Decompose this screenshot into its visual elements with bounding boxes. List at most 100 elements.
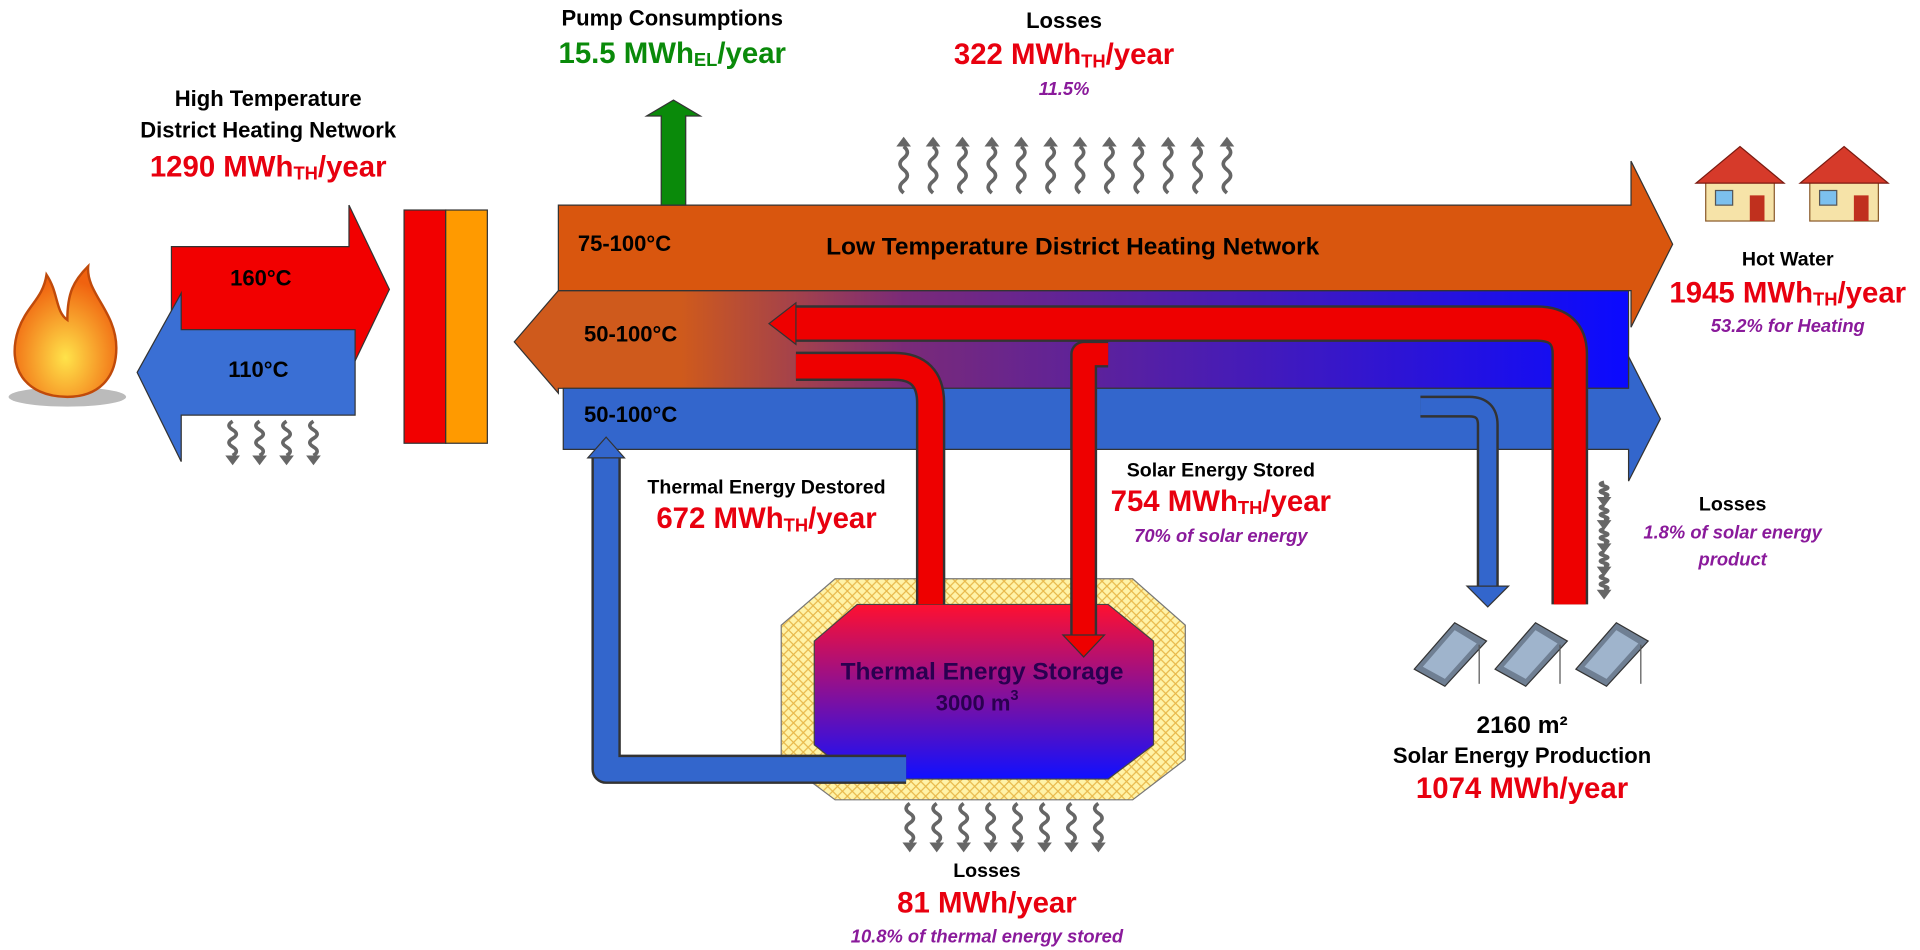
- unit-sub: TH: [784, 514, 808, 535]
- loss-arrow-head: [902, 842, 918, 853]
- blue-pipe-head: [586, 436, 626, 459]
- loss-arrow: [956, 145, 968, 195]
- value: 1290 MWhTH/year: [150, 150, 387, 183]
- value: 1945 MWhTH/year: [1669, 276, 1906, 309]
- solar-pipe: [795, 307, 1586, 605]
- charge-pipe-head: [1061, 634, 1106, 658]
- label: Thermal Energy Storage: [841, 658, 1124, 685]
- loss-arrow-head: [1219, 136, 1235, 147]
- unit-sub: TH: [1081, 50, 1105, 71]
- value: 754 MWh: [1111, 485, 1238, 518]
- value: 1290 MWh: [150, 150, 294, 183]
- loss-arrow-head: [1596, 566, 1612, 577]
- loss-arrow-head: [279, 455, 294, 466]
- unit-sub: TH: [1238, 497, 1262, 518]
- temperature: 50-100°C: [584, 402, 677, 427]
- loss-arrow: [931, 801, 943, 845]
- loss-arrow: [898, 145, 910, 195]
- blue-pipe: [593, 457, 907, 782]
- loss-arrow: [1045, 145, 1057, 195]
- loss-arrow-head: [225, 455, 240, 466]
- solar-panels: [1413, 621, 1650, 688]
- supply-band: [557, 160, 1674, 328]
- return-band: [562, 356, 1662, 482]
- loss-arrow: [1133, 145, 1145, 195]
- loss-arrow: [1192, 145, 1204, 195]
- volume-sup: 3: [1010, 688, 1018, 704]
- value: 81 MWh/year: [897, 887, 1077, 920]
- loss-arrow-head: [983, 842, 998, 853]
- exchanger-hot: [403, 209, 447, 444]
- value: 1945 MWh: [1669, 276, 1813, 309]
- loss-arrow-head: [1190, 136, 1205, 147]
- value: 15.5 MWh: [558, 37, 693, 70]
- label: Losses: [953, 860, 1021, 882]
- destore-pipe: [795, 354, 943, 605]
- house-window: [1714, 189, 1734, 206]
- loss-arrow-head: [1037, 842, 1052, 853]
- share: 53.2% for Heating: [1711, 315, 1865, 336]
- loss-arrows: [225, 136, 1612, 853]
- area: 2160 m²: [1476, 712, 1567, 739]
- loss-arrow: [927, 145, 939, 195]
- value: 322 MWh: [954, 38, 1081, 71]
- value: 754 MWhTH/year: [1111, 485, 1331, 518]
- loss-arrow-head: [984, 136, 1000, 147]
- loss-arrow-head: [252, 455, 267, 466]
- exchanger-cold: [445, 209, 488, 444]
- share: 11.5%: [1039, 78, 1090, 99]
- solar-panel-glass: [1584, 630, 1639, 679]
- loss-arrow: [986, 145, 998, 195]
- label: Low Temperature District Heating Network: [826, 233, 1320, 260]
- unit-sub: TH: [293, 162, 317, 183]
- loss-arrow-head: [955, 136, 970, 147]
- label: Hot Water: [1742, 248, 1834, 270]
- loss-arrow: [1065, 801, 1077, 845]
- loss-arrow: [307, 419, 319, 458]
- share: 10.8% of thermal energy stored: [851, 926, 1124, 947]
- loss-arrow: [1598, 480, 1610, 499]
- volume: 3000 m: [936, 690, 1011, 715]
- loss-arrow: [1598, 573, 1610, 592]
- loss-arrow-head: [1010, 842, 1025, 853]
- label: Losses: [1026, 8, 1102, 33]
- loss-arrow: [958, 801, 970, 845]
- unit: /year: [1838, 276, 1907, 309]
- label: Pump Consumptions: [561, 5, 783, 30]
- value: 672 MWh: [656, 502, 783, 535]
- house-door: [1749, 195, 1765, 222]
- share: product: [1697, 548, 1767, 569]
- temperature: 75-100°C: [578, 231, 671, 256]
- solar-panel-glass: [1503, 630, 1558, 679]
- temperature: 110°C: [228, 357, 288, 382]
- loss-arrow: [1039, 801, 1050, 845]
- loss-arrow-head: [1131, 136, 1147, 147]
- loss-arrow-head: [306, 455, 321, 466]
- value: 322 MWhTH/year: [954, 38, 1174, 71]
- solar-pipe-head: [767, 301, 797, 346]
- houses: [1694, 145, 1890, 222]
- label: Solar Energy Stored: [1127, 460, 1315, 482]
- loss-arrow: [985, 801, 997, 845]
- unit: /year: [808, 502, 877, 535]
- loss-arrow-head: [929, 842, 945, 853]
- volume: 3000 m3: [936, 688, 1019, 715]
- label: High Temperature: [175, 86, 362, 111]
- loss-arrow-head: [1596, 520, 1612, 530]
- house-door: [1853, 195, 1869, 222]
- loss-arrow: [904, 801, 916, 845]
- house-roof: [1694, 145, 1786, 184]
- loss-arrow: [1598, 503, 1610, 522]
- pump-arrow: [644, 99, 703, 206]
- label: Solar Energy Production: [1393, 743, 1651, 768]
- loss-arrow: [254, 419, 266, 458]
- charge-pipe: [1072, 343, 1109, 635]
- loss-arrow-head: [1072, 136, 1088, 147]
- loss-arrow: [1074, 145, 1086, 195]
- return-arrow: [136, 290, 356, 462]
- loss-arrow-head: [956, 842, 972, 853]
- value: 1074 MWh/year: [1416, 772, 1628, 805]
- loss-arrow-head: [1064, 842, 1079, 853]
- loss-arrow-head: [1102, 136, 1117, 147]
